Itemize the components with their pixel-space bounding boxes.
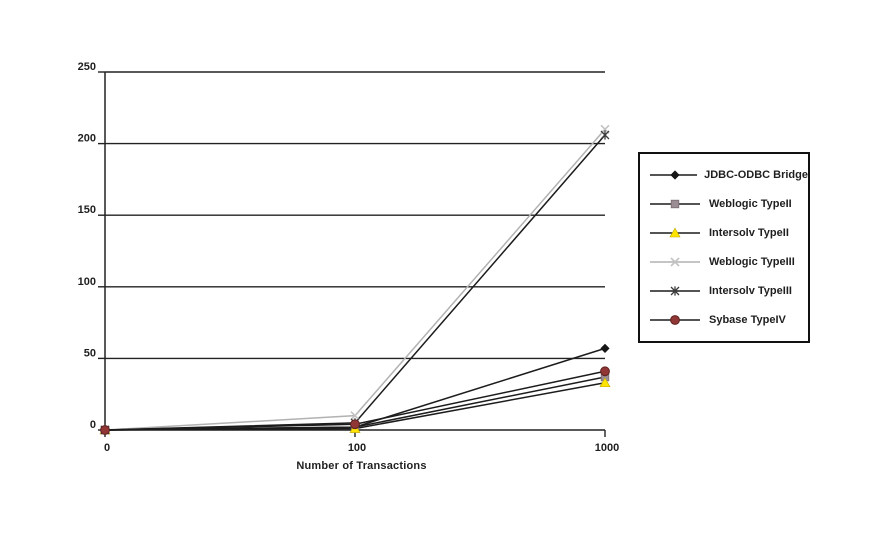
legend-item-jdbc-odbc-bridge: JDBC-ODBC Bridge [648,167,808,183]
legend-marker [670,257,680,267]
y-tick-label: 200 [78,133,96,145]
legend-item-weblogic-typeiii: Weblogic TypeIII [648,254,808,270]
legend-item-intersolv-typeii: Intersolv TypeII [648,225,808,241]
legend-marker [670,286,680,296]
asterisk-marker-icon [650,286,700,296]
x-marker-icon [650,257,700,267]
legend-label: Intersolv TypeIII [709,285,792,298]
legend-label: Weblogic TypeII [709,197,792,210]
circle-marker-icon [650,315,700,326]
legend-item-sybase-typeiv: Sybase TypeIV [648,312,808,328]
legend-label: Weblogic TypeIII [709,256,795,269]
legend-marker [670,315,680,326]
diamond-marker-icon [650,169,698,180]
y-tick-label: 0 [90,419,96,431]
y-tick-label: 150 [78,204,96,216]
legend-label: Intersolv TypeII [709,226,789,239]
marker-intersolv-typeii [599,377,611,388]
series-line-jdbc-odbc-bridge [104,347,606,431]
legend-marker [670,199,680,208]
marker-sybase-typeiv [100,425,110,435]
square-marker-icon [650,199,700,208]
triangle-marker-icon [650,227,700,238]
x-tick-label: 1000 [595,442,619,454]
marker-jdbc-odbc-bridge [600,343,610,353]
legend-item-intersolv-typeiii: Intersolv TypeIII [648,283,808,299]
legend-label: JDBC-ODBC Bridge [704,168,808,181]
marker-weblogic-typeiii [350,411,360,421]
legend-box: JDBC-ODBC Bridge Weblogic TypeII Intersolv… [638,152,810,343]
marker-sybase-typeiv [600,366,610,377]
x-axis-title: Number of Transactions [296,460,427,472]
x-tick-label: 0 [104,442,110,454]
legend-marker [669,227,681,238]
y-tick-label: 100 [78,276,96,288]
series-line-weblogic-typeiii [104,128,606,431]
legend-item-weblogic-typeii: Weblogic TypeII [648,196,808,212]
legend-label: Sybase TypeIV [709,314,786,327]
marker-intersolv-typeiii [600,130,610,140]
marker-sybase-typeiv [350,419,360,430]
x-tick-label: 100 [348,442,366,454]
legend-marker [670,169,680,180]
series-line-intersolv-typeiii [104,134,606,431]
y-tick-label: 50 [84,347,96,359]
y-tick-label: 250 [78,61,96,73]
